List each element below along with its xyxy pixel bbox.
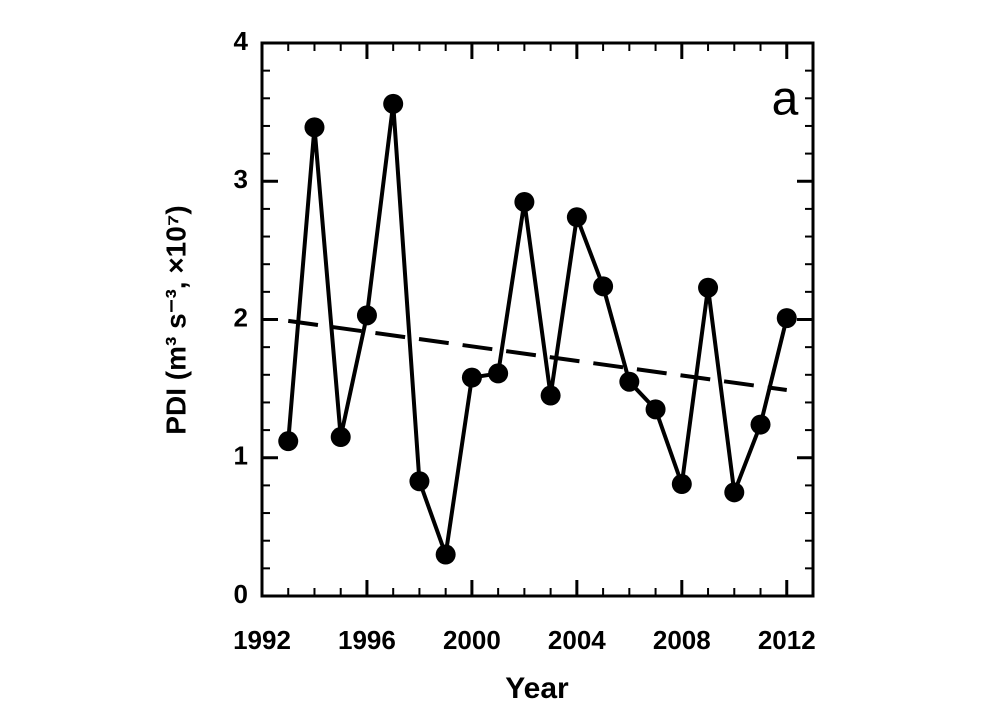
data-point (566, 207, 587, 228)
data-point (383, 93, 404, 114)
data-point (330, 427, 351, 448)
x-axis-label: Year (505, 672, 569, 705)
y-tick-label: 0 (234, 579, 248, 609)
data-point (645, 399, 666, 420)
data-point (698, 277, 719, 298)
data-point (409, 471, 430, 492)
y-tick-label: 3 (234, 164, 248, 194)
data-point (356, 305, 377, 326)
x-tick-label: 2012 (758, 625, 816, 655)
panel-label: a (772, 73, 799, 126)
y-tick-label: 4 (234, 26, 249, 56)
x-tick-label: 1992 (233, 625, 291, 655)
y-tick-label: 1 (234, 441, 248, 471)
data-point (593, 276, 614, 297)
trend-line (287, 318, 788, 392)
data-point (488, 363, 509, 384)
data-point (435, 544, 456, 565)
x-tick-label: 1996 (338, 625, 396, 655)
data-point (776, 308, 797, 329)
data-point (724, 482, 745, 503)
x-tick-label: 2000 (443, 625, 501, 655)
x-tick-label: 2008 (653, 625, 711, 655)
data-point (540, 385, 561, 406)
data-point (304, 117, 325, 138)
data-point (750, 414, 771, 435)
y-tick-label: 2 (234, 302, 248, 332)
data-point (278, 431, 299, 452)
data-point (671, 474, 692, 495)
x-tick-label: 2004 (548, 625, 606, 655)
data-point (461, 367, 482, 388)
plot-frame (260, 41, 815, 598)
data-point (619, 371, 640, 392)
data-line (286, 101, 789, 557)
data-point (514, 191, 535, 212)
y-axis-label: PDI (m³ s⁻³, ×10⁷) (160, 205, 191, 434)
